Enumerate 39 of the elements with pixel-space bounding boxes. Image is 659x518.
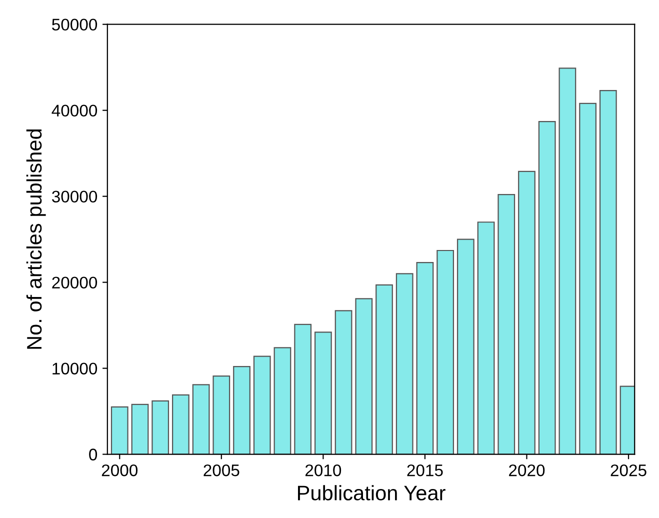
y-tick-label: 50000 bbox=[52, 18, 98, 31]
bar bbox=[436, 250, 454, 454]
bar bbox=[498, 194, 516, 454]
bar bbox=[456, 238, 474, 454]
bar bbox=[212, 375, 230, 454]
bar bbox=[253, 356, 271, 454]
y-tick-label: 40000 bbox=[52, 104, 98, 117]
bar bbox=[538, 120, 556, 454]
bar bbox=[518, 170, 536, 454]
x-tick-label: 2025 bbox=[610, 464, 646, 476]
x-tick-label: 2015 bbox=[407, 464, 443, 476]
bar bbox=[355, 298, 373, 454]
bar bbox=[152, 400, 170, 454]
bar bbox=[599, 90, 617, 454]
bar bbox=[334, 310, 352, 454]
bar bbox=[396, 273, 414, 454]
bar bbox=[579, 102, 596, 454]
bar bbox=[172, 394, 190, 454]
bar bbox=[416, 262, 434, 454]
y-tick-label: 0 bbox=[89, 448, 98, 460]
bar bbox=[233, 366, 250, 454]
y-axis-title: No. of articles published bbox=[26, 129, 46, 349]
bar bbox=[274, 347, 292, 454]
x-tick-label: 2020 bbox=[509, 464, 545, 476]
bar bbox=[376, 284, 393, 454]
x-tick-label: 2005 bbox=[204, 464, 240, 476]
bar bbox=[477, 222, 495, 454]
bar bbox=[294, 324, 312, 454]
bar bbox=[558, 68, 576, 454]
bar bbox=[314, 332, 332, 454]
y-tick-label: 30000 bbox=[52, 190, 98, 203]
y-tick-label: 10000 bbox=[52, 362, 98, 374]
x-axis-title: Publication Year bbox=[298, 485, 446, 500]
x-tick-label: 2000 bbox=[102, 464, 138, 476]
bar bbox=[131, 404, 149, 454]
x-tick-label: 2010 bbox=[305, 464, 342, 476]
y-tick-label: 20000 bbox=[52, 276, 98, 289]
bar bbox=[110, 406, 128, 454]
bar bbox=[192, 384, 210, 454]
